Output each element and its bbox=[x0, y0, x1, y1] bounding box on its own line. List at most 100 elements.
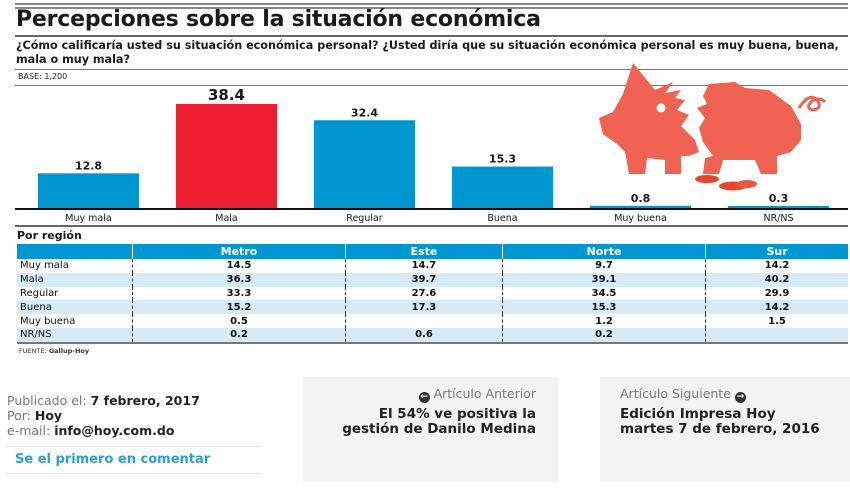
category-label: Muy mala bbox=[65, 213, 111, 224]
cell-value: 15.3 bbox=[501, 300, 706, 315]
cell-value: 14.2 bbox=[705, 300, 848, 315]
cell-value: 1.2 bbox=[501, 314, 706, 328]
cell-value: 14.2 bbox=[705, 259, 848, 273]
next-article-card[interactable]: Artículo Siguiente → Edición Impresa Hoy… bbox=[600, 377, 850, 482]
source-value: Gallup-Hoy bbox=[48, 347, 90, 355]
row-label: Buena bbox=[17, 300, 133, 315]
row-label: Muy buena bbox=[20, 315, 76, 327]
email-label: e-mail: bbox=[7, 423, 51, 438]
bar-value-label: 12.8 bbox=[75, 159, 102, 172]
pig-eye bbox=[656, 103, 666, 113]
comment-divider bbox=[6, 473, 262, 474]
top-double-rule bbox=[15, 3, 848, 5]
previous-article-card[interactable]: ← Artículo Anterior El 54% ve positiva l… bbox=[303, 377, 558, 482]
bar-chart: 12.8 Muy mala 38.4 Mala 32.4 Regular 15.3 Buena… bbox=[15, 86, 848, 224]
base-rule bbox=[15, 85, 848, 86]
cell-value: 17.3 bbox=[344, 300, 503, 315]
cell-value: 36.3 bbox=[132, 272, 346, 287]
bar-value-label: 32.4 bbox=[351, 106, 378, 119]
bar-value-label: 15.3 bbox=[489, 153, 516, 166]
bar-mala bbox=[176, 104, 277, 208]
region-row: Muy mala 14.5 14.7 9.7 14.2 bbox=[17, 259, 848, 273]
category-label: NR/NS bbox=[763, 213, 793, 224]
published-label: Publicado el: bbox=[7, 393, 87, 408]
bar-muy-mala bbox=[38, 173, 139, 208]
next-article-title[interactable]: Edición Impresa Hoy martes 7 de febrero,… bbox=[620, 406, 820, 437]
bar-value-label: 0.8 bbox=[631, 192, 651, 205]
bar-value-label: 38.4 bbox=[208, 86, 245, 104]
cell-value: 34.5 bbox=[501, 286, 706, 301]
arrow-right-circle-icon: → bbox=[734, 392, 746, 403]
bar-buena bbox=[452, 166, 553, 208]
column-header: Este bbox=[344, 244, 503, 259]
column-header: Norte bbox=[501, 244, 706, 259]
question-rule bbox=[15, 69, 848, 70]
category-label: Regular bbox=[346, 213, 383, 224]
category-label: Buena bbox=[487, 213, 517, 224]
region-row: Muy buena 0.5 1.2 1.5 bbox=[17, 314, 848, 328]
meta-divider bbox=[6, 446, 262, 447]
row-label: NR/NS bbox=[17, 327, 133, 344]
row-label: Regular bbox=[20, 287, 59, 299]
cell-value: 1.5 bbox=[705, 314, 848, 328]
cell-value: 27.6 bbox=[344, 286, 503, 301]
source-note: FUENTE: Gallup-Hoy bbox=[19, 347, 89, 355]
cell-value bbox=[705, 327, 848, 344]
region-table-header: Metro Este Norte Sur bbox=[17, 244, 848, 259]
cell-value: 29.9 bbox=[705, 286, 848, 301]
bar-value-label: 0.3 bbox=[769, 192, 789, 205]
coin bbox=[695, 175, 719, 183]
region-section-title: Por región bbox=[17, 229, 82, 242]
region-row: Regular 33.3 27.6 34.5 29.9 bbox=[17, 286, 848, 301]
cell-value: 0.2 bbox=[501, 327, 706, 344]
email-address[interactable]: info@hoy.com.do bbox=[54, 423, 175, 438]
cell-value: 14.5 bbox=[132, 259, 346, 273]
previous-article-title[interactable]: El 54% ve positiva la gestión de Danilo … bbox=[342, 406, 536, 437]
author-line: Por: Hoy bbox=[7, 408, 200, 423]
survey-question: ¿Cómo calificaría usted su situación eco… bbox=[16, 39, 839, 66]
infographic-title: Percepciones sobre la situación económic… bbox=[16, 7, 541, 32]
region-row: Mala 36.3 39.7 39.1 40.2 bbox=[17, 272, 848, 287]
email-line: e-mail: info@hoy.com.do bbox=[7, 423, 200, 438]
cell-value: 39.1 bbox=[501, 272, 706, 287]
coin bbox=[737, 180, 757, 188]
cell-value: 40.2 bbox=[705, 272, 848, 287]
header-blank bbox=[17, 244, 133, 259]
next-kicker-text: Artículo Siguiente bbox=[620, 386, 731, 401]
cell-value: 14.7 bbox=[344, 259, 503, 273]
category-label: Mala bbox=[215, 213, 237, 224]
source-label: FUENTE: bbox=[19, 347, 47, 355]
bar-muy-buena bbox=[590, 205, 691, 208]
previous-article-kicker: ← Artículo Anterior bbox=[316, 386, 536, 403]
bar-nr-ns bbox=[728, 206, 829, 208]
author-label: Por: bbox=[7, 408, 31, 423]
published-line: Publicado el: 7 febrero, 2017 bbox=[7, 393, 200, 408]
previous-kicker-text: Artículo Anterior bbox=[433, 386, 536, 401]
top-double-rule-2 bbox=[15, 7, 848, 9]
sample-base: BASE: 1,200 bbox=[18, 72, 68, 81]
region-table: Metro Este Norte Sur Muy mala 14.5 14.7 9.7… bbox=[17, 244, 848, 344]
next-article-kicker: Artículo Siguiente → bbox=[620, 386, 840, 403]
first-comment-link[interactable]: Se el primero en comentar bbox=[15, 452, 211, 467]
broken-piggy-bank-icon bbox=[599, 63, 827, 191]
bar-regular bbox=[314, 120, 415, 208]
region-row: Buena 15.2 17.3 15.3 14.2 bbox=[17, 300, 848, 315]
cell-value: 39.7 bbox=[344, 272, 503, 287]
category-label: Muy buena bbox=[614, 213, 667, 224]
row-label: Muy mala bbox=[20, 260, 69, 272]
cell-value: 9.7 bbox=[501, 259, 706, 273]
cell-value: 15.2 bbox=[132, 300, 346, 315]
row-label: Mala bbox=[17, 272, 133, 287]
cell-value: 0.2 bbox=[132, 327, 346, 344]
cell-value: 33.3 bbox=[132, 286, 346, 301]
article-meta: Publicado el: 7 febrero, 2017 Por: Hoy e… bbox=[7, 393, 200, 438]
column-header: Sur bbox=[705, 244, 848, 259]
column-header: Metro bbox=[132, 244, 346, 259]
chart-bottom-rule bbox=[15, 225, 848, 227]
cell-value bbox=[344, 314, 503, 328]
cell-value: 0.5 bbox=[132, 314, 346, 328]
cell-value: 0.6 bbox=[344, 327, 503, 344]
arrow-left-circle-icon: ← bbox=[418, 392, 430, 403]
published-date: 7 febrero, 2017 bbox=[90, 393, 200, 408]
author-name: Hoy bbox=[34, 408, 63, 423]
